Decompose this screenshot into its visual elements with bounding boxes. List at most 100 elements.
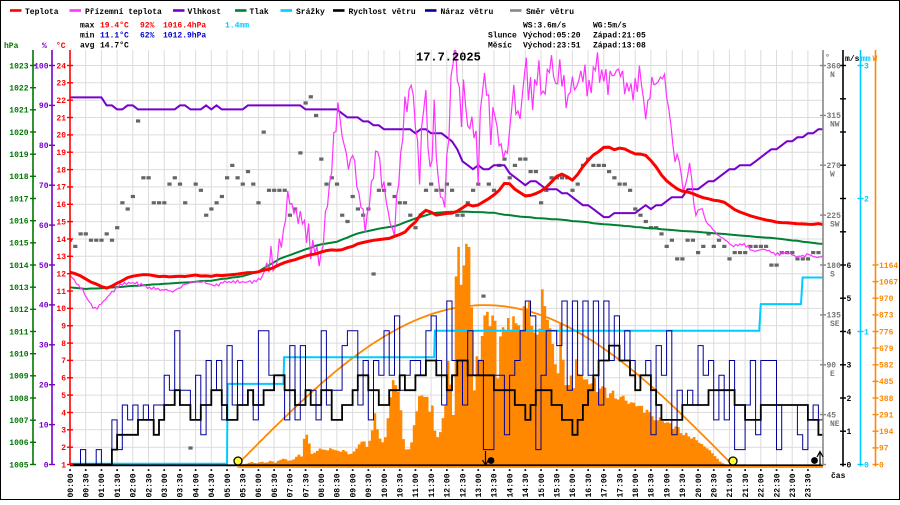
svg-text:NE: NE xyxy=(830,420,840,429)
svg-text:Srážky: Srážky xyxy=(296,8,325,17)
svg-text:45: 45 xyxy=(827,411,837,420)
svg-text:10: 10 xyxy=(39,421,49,430)
svg-text:Západ:21:05: Západ:21:05 xyxy=(593,32,646,41)
svg-text:14:00: 14:00 xyxy=(506,473,515,497)
svg-text:3: 3 xyxy=(61,427,66,436)
svg-text:18:00: 18:00 xyxy=(632,473,641,497)
svg-text:1008: 1008 xyxy=(9,395,28,404)
svg-text:1006: 1006 xyxy=(9,439,28,448)
svg-text:12: 12 xyxy=(56,271,66,280)
svg-text:12:00: 12:00 xyxy=(444,473,453,497)
svg-text:80: 80 xyxy=(39,142,49,151)
svg-text:06:00: 06:00 xyxy=(255,473,264,497)
svg-text:1022: 1022 xyxy=(9,85,28,94)
svg-text:03:30: 03:30 xyxy=(177,473,186,497)
svg-text:40: 40 xyxy=(39,302,49,311)
svg-text:NW: NW xyxy=(830,121,840,130)
svg-text:N: N xyxy=(830,71,835,80)
svg-text:SW: SW xyxy=(830,220,840,229)
svg-text:1005: 1005 xyxy=(9,461,28,470)
svg-text:582: 582 xyxy=(879,362,894,371)
svg-text:avg: avg xyxy=(80,42,95,51)
svg-text:270: 270 xyxy=(827,162,842,171)
svg-text:W: W xyxy=(873,55,878,64)
svg-text:1020: 1020 xyxy=(9,129,28,138)
svg-text:1164: 1164 xyxy=(879,262,898,271)
svg-text:17:30: 17:30 xyxy=(616,473,625,497)
svg-text:05:00: 05:00 xyxy=(224,473,233,497)
svg-text:8: 8 xyxy=(61,340,66,349)
svg-text:Měsíc: Měsíc xyxy=(488,42,512,51)
svg-text:Rychlost větru: Rychlost větru xyxy=(349,8,416,17)
svg-text:1016: 1016 xyxy=(9,218,28,227)
svg-text:00:00: 00:00 xyxy=(67,473,76,497)
svg-text:1019: 1019 xyxy=(9,151,28,160)
svg-text:1007: 1007 xyxy=(9,417,28,426)
svg-text:°C: °C xyxy=(56,42,66,51)
svg-text:20: 20 xyxy=(39,382,49,391)
svg-text:S: S xyxy=(830,270,835,279)
svg-text:11:30: 11:30 xyxy=(428,473,437,497)
svg-text:14.7°C: 14.7°C xyxy=(100,42,129,51)
svg-text:23:00: 23:00 xyxy=(789,473,798,497)
svg-text:1.4mm: 1.4mm xyxy=(225,22,249,31)
svg-text:70: 70 xyxy=(39,182,49,191)
svg-text:15:00: 15:00 xyxy=(538,473,547,497)
svg-text:1014: 1014 xyxy=(9,262,28,271)
svg-text:1: 1 xyxy=(864,328,869,337)
svg-text:11: 11 xyxy=(56,288,66,297)
svg-text:16:00: 16:00 xyxy=(569,473,578,497)
svg-text:873: 873 xyxy=(879,312,894,321)
svg-text:05:30: 05:30 xyxy=(240,473,249,497)
svg-text:19:30: 19:30 xyxy=(679,473,688,497)
svg-text:Východ:05:20: Východ:05:20 xyxy=(523,32,581,41)
svg-text:776: 776 xyxy=(879,328,894,337)
svg-text:E: E xyxy=(830,370,835,379)
svg-text:04:00: 04:00 xyxy=(192,473,201,497)
svg-text:135: 135 xyxy=(827,312,842,321)
svg-text:4: 4 xyxy=(847,328,852,337)
svg-text:Směr větru: Směr větru xyxy=(526,8,574,17)
svg-text:max: max xyxy=(80,22,95,31)
svg-text:50: 50 xyxy=(39,262,49,271)
svg-text:1067: 1067 xyxy=(879,278,898,287)
svg-text:W: W xyxy=(830,171,835,180)
svg-text:20: 20 xyxy=(56,132,66,141)
svg-text:22:00: 22:00 xyxy=(758,473,767,497)
svg-text:2: 2 xyxy=(847,395,852,404)
svg-text:6: 6 xyxy=(847,262,852,271)
svg-text:194: 194 xyxy=(879,428,894,437)
svg-text:21: 21 xyxy=(56,114,66,123)
svg-text:9: 9 xyxy=(61,323,66,332)
svg-text:Teplota: Teplota xyxy=(25,8,59,17)
svg-text:SE: SE xyxy=(830,320,840,329)
svg-text:02:30: 02:30 xyxy=(145,473,154,497)
svg-text:6: 6 xyxy=(61,375,66,384)
svg-text:20:30: 20:30 xyxy=(711,473,720,497)
svg-text:02:00: 02:00 xyxy=(130,473,139,497)
svg-text:18: 18 xyxy=(56,166,66,175)
svg-text:90: 90 xyxy=(39,102,49,111)
svg-text:679: 679 xyxy=(879,345,894,354)
svg-text:1015: 1015 xyxy=(9,240,28,249)
svg-text:19: 19 xyxy=(56,149,66,158)
svg-text:07:30: 07:30 xyxy=(302,473,311,497)
svg-text:°: ° xyxy=(825,54,830,63)
svg-text:100: 100 xyxy=(34,62,49,71)
svg-text:4: 4 xyxy=(61,409,66,418)
svg-text:16:30: 16:30 xyxy=(585,473,594,497)
svg-text:%: % xyxy=(42,42,47,51)
svg-text:hPa: hPa xyxy=(4,42,19,51)
svg-text:čas: čas xyxy=(831,472,846,481)
svg-text:01:30: 01:30 xyxy=(114,473,123,497)
svg-text:0: 0 xyxy=(44,461,49,470)
svg-text:19:00: 19:00 xyxy=(663,473,672,497)
svg-text:Vlhkost: Vlhkost xyxy=(188,8,222,17)
svg-text:16: 16 xyxy=(56,201,66,210)
svg-text:03:00: 03:00 xyxy=(161,473,170,497)
svg-text:1011: 1011 xyxy=(9,328,28,337)
svg-text:08:30: 08:30 xyxy=(334,473,343,497)
svg-text:360: 360 xyxy=(827,62,842,71)
svg-text:09:00: 09:00 xyxy=(349,473,358,497)
svg-text:1: 1 xyxy=(847,428,852,437)
